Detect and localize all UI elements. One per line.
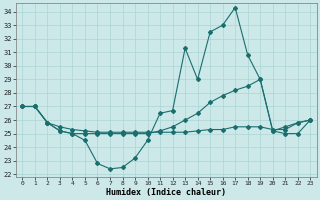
X-axis label: Humidex (Indice chaleur): Humidex (Indice chaleur) <box>106 188 226 197</box>
